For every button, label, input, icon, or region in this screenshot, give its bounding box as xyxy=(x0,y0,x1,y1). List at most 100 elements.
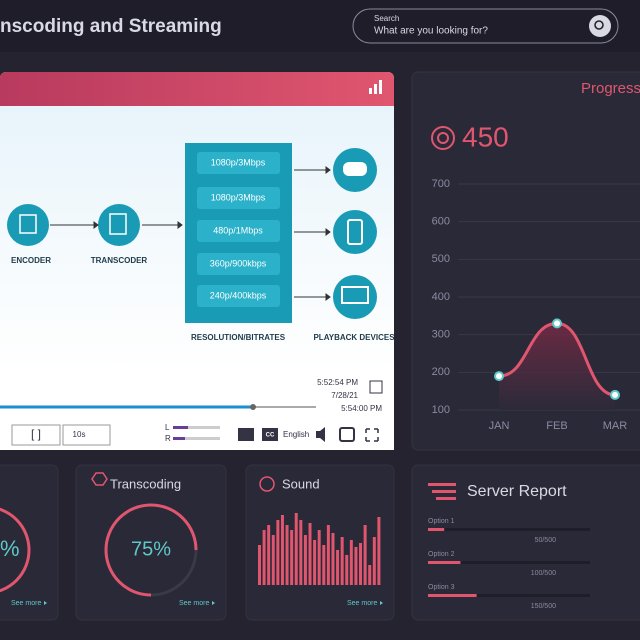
cc-button[interactable] xyxy=(262,428,278,441)
sound-bar xyxy=(368,565,372,585)
see-more-link[interactable]: See more xyxy=(179,600,209,607)
sound-bar xyxy=(359,543,363,585)
y-tick-label: 100 xyxy=(432,404,450,416)
sound-icon xyxy=(259,476,275,492)
point xyxy=(610,389,620,400)
sound-bar xyxy=(377,517,381,585)
sound-bar xyxy=(322,545,326,585)
transcoding-icon xyxy=(91,472,108,486)
right-channel: R xyxy=(165,434,171,443)
x-tick-label: JAN xyxy=(489,420,510,432)
bitrate-box xyxy=(197,220,280,242)
sound-bar xyxy=(363,525,367,585)
search-label: Search xyxy=(374,14,399,23)
see-more-arrow xyxy=(44,601,47,605)
bitrate-box xyxy=(197,187,280,209)
clip-button[interactable] xyxy=(11,424,61,446)
server-title: Server Report xyxy=(467,483,567,500)
server-card xyxy=(411,464,640,621)
bitrate-box xyxy=(197,152,280,174)
option-label: Option 1 xyxy=(428,518,455,525)
mute-button[interactable] xyxy=(316,427,325,442)
sound-bar xyxy=(299,520,303,585)
option-bar xyxy=(428,528,445,531)
bitrate-label: 480p/1Mbps xyxy=(213,225,263,235)
progress-title: Progress xyxy=(581,80,640,97)
fullscreen-button[interactable] xyxy=(365,428,379,442)
y-tick-label: 400 xyxy=(432,291,450,303)
option-value: 150/500 xyxy=(531,603,556,610)
sound-bar xyxy=(326,525,330,585)
search-placeholder: What are you looking for? xyxy=(374,26,488,37)
sound-bar xyxy=(267,525,271,585)
cc-label: CC xyxy=(266,433,275,439)
sound-title: Sound xyxy=(282,476,320,491)
sound-bar xyxy=(276,520,280,585)
sound-bar xyxy=(317,530,321,585)
sound-bar xyxy=(336,550,340,585)
see-more-arrow xyxy=(212,601,215,605)
transcoding-card xyxy=(75,464,227,621)
option-track xyxy=(428,528,590,531)
transcoding-title: Transcoding xyxy=(110,476,181,491)
x-tick-label: FEB xyxy=(546,420,567,432)
progress-total: 450 xyxy=(462,121,509,152)
option-track xyxy=(428,561,590,564)
video-header-bottom xyxy=(0,100,394,106)
sound-bar xyxy=(285,525,289,585)
see-more-link[interactable]: See more xyxy=(347,600,377,607)
skip-button[interactable] xyxy=(62,424,111,446)
x-tick-label: MAR xyxy=(603,420,628,432)
y-tick-label: 300 xyxy=(432,329,450,341)
option-label: Option 3 xyxy=(428,584,455,591)
skip-label: 10s xyxy=(73,430,86,439)
encoder-label: ENCODER xyxy=(11,256,51,265)
search-icon xyxy=(594,20,604,30)
transcript-button[interactable] xyxy=(238,428,254,441)
sound-bar xyxy=(349,540,353,585)
see-more-arrow xyxy=(380,601,383,605)
clock: 5:52:54 PM xyxy=(317,378,358,387)
end-time: 5:54:00 PM xyxy=(341,404,382,413)
sound-bar xyxy=(313,540,317,585)
bitrate-box xyxy=(197,253,280,275)
option-label: Option 2 xyxy=(428,551,455,558)
line-area xyxy=(499,323,615,410)
bitrate-label: 360p/900kbps xyxy=(210,258,267,268)
bitrate-label: 1080p/3Mbps xyxy=(211,192,266,202)
sound-bar xyxy=(303,535,307,585)
bitrate-label: 1080p/3Mbps xyxy=(211,157,266,167)
bitrate-label: 240p/400kbps xyxy=(210,290,267,300)
transcoder-label: TRANSCODER xyxy=(91,256,148,265)
snapshot-button[interactable] xyxy=(339,427,355,442)
calendar-icon[interactable] xyxy=(369,380,383,394)
playhead[interactable] xyxy=(250,404,256,410)
sound-bar xyxy=(294,513,298,585)
bitrate-box xyxy=(197,285,280,307)
search-button[interactable] xyxy=(589,15,611,37)
page-title: nscoding and Streaming xyxy=(0,16,222,37)
option-bar xyxy=(428,594,477,597)
point xyxy=(494,371,504,382)
y-tick-label: 500 xyxy=(432,253,450,265)
gauge-arc xyxy=(104,503,198,597)
see-more-link[interactable]: See more xyxy=(11,600,41,607)
status-ring xyxy=(0,507,31,593)
devices-label: PLAYBACK DEVICES xyxy=(313,333,395,342)
audio-meters xyxy=(173,426,220,440)
sound-bar xyxy=(290,530,294,585)
sound-bar xyxy=(308,523,312,585)
sound-bar xyxy=(280,515,284,585)
point xyxy=(552,318,562,329)
option-value: 50/500 xyxy=(535,537,557,544)
server-icon xyxy=(428,483,456,500)
y-tick-label: 200 xyxy=(432,366,450,378)
search-box[interactable] xyxy=(352,8,619,44)
progress-icon-inner xyxy=(437,132,449,144)
sound-bar xyxy=(331,533,335,585)
clip-icon: [ ] xyxy=(31,427,41,441)
language[interactable]: English xyxy=(283,430,309,439)
sound-bar xyxy=(262,530,266,585)
sound-bar xyxy=(354,547,358,585)
sound-bar xyxy=(271,535,275,585)
